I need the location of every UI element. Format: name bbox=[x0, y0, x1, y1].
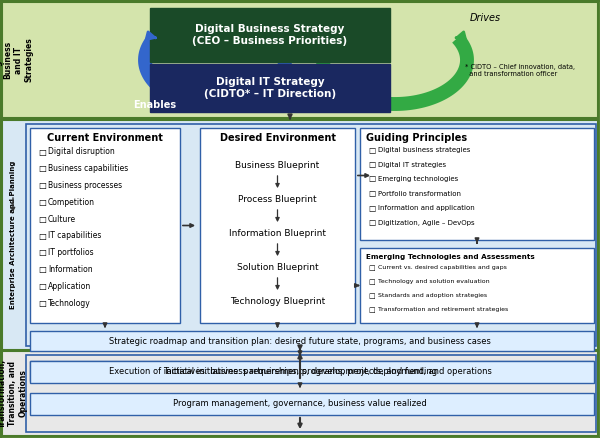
Bar bbox=[30, 361, 594, 381]
Text: Desired Environment: Desired Environment bbox=[220, 133, 335, 143]
Text: □: □ bbox=[38, 248, 46, 257]
Bar bbox=[2, 351, 598, 436]
Text: Standards and adoption strategies: Standards and adoption strategies bbox=[378, 293, 487, 299]
Bar bbox=[150, 8, 390, 62]
Text: Information: Information bbox=[48, 265, 92, 274]
Text: Enables: Enables bbox=[133, 100, 176, 110]
Text: Solution Blueprint: Solution Blueprint bbox=[236, 262, 319, 272]
Bar bbox=[30, 331, 594, 351]
Text: Culture: Culture bbox=[48, 215, 76, 224]
Text: □: □ bbox=[368, 204, 375, 212]
Text: Guiding Principles: Guiding Principles bbox=[366, 133, 467, 143]
Text: Portfolio transformation: Portfolio transformation bbox=[378, 191, 461, 197]
Text: □: □ bbox=[38, 148, 46, 156]
Text: □: □ bbox=[38, 265, 46, 274]
Text: Application: Application bbox=[48, 282, 91, 291]
Text: □: □ bbox=[368, 307, 374, 313]
Text: Transformation and retirement strategies: Transformation and retirement strategies bbox=[378, 307, 508, 312]
Text: Current vs. desired capabilities and gaps: Current vs. desired capabilities and gap… bbox=[378, 265, 507, 271]
Text: □: □ bbox=[38, 215, 46, 224]
Text: Digital
Business
and IT
Strategies: Digital Business and IT Strategies bbox=[0, 38, 33, 82]
Text: Digital business strategies: Digital business strategies bbox=[378, 147, 470, 153]
Bar bbox=[30, 393, 594, 415]
Text: Current Environment: Current Environment bbox=[47, 133, 163, 143]
Text: Drives: Drives bbox=[470, 13, 501, 23]
Text: Technology: Technology bbox=[48, 299, 91, 308]
Text: Digital Business Strategy
(CEO – Business Priorities): Digital Business Strategy (CEO – Busines… bbox=[193, 24, 347, 46]
Text: IT portfolios: IT portfolios bbox=[48, 248, 94, 257]
Text: Business Blueprint: Business Blueprint bbox=[235, 160, 320, 170]
Text: □: □ bbox=[38, 198, 46, 207]
Bar bbox=[360, 248, 594, 323]
Text: Digitization, Agile – DevOps: Digitization, Agile – DevOps bbox=[378, 219, 475, 226]
Text: Digital disruption: Digital disruption bbox=[48, 148, 115, 156]
Text: □: □ bbox=[38, 282, 46, 291]
Text: □: □ bbox=[368, 174, 375, 184]
Text: Digital IT strategies: Digital IT strategies bbox=[378, 162, 446, 167]
Text: □: □ bbox=[368, 218, 375, 227]
Bar bbox=[2, 2, 598, 118]
Text: Business capabilities: Business capabilities bbox=[48, 164, 128, 173]
Text: Tactical initiatives: partnerships, programs, projects, and funding: Tactical initiatives: partnerships, prog… bbox=[163, 367, 437, 375]
Text: Program management, governance, business value realized: Program management, governance, business… bbox=[173, 399, 427, 409]
Text: □: □ bbox=[38, 164, 46, 173]
Text: □: □ bbox=[368, 279, 374, 285]
Bar bbox=[26, 355, 596, 432]
Text: □: □ bbox=[38, 232, 46, 240]
Text: Enterprise Architecture and Planning: Enterprise Architecture and Planning bbox=[10, 161, 16, 309]
Bar bbox=[200, 128, 355, 323]
Bar bbox=[2, 120, 598, 350]
Bar bbox=[30, 361, 594, 383]
Text: Transformation,
Transition, and
Operations: Transformation, Transition, and Operatio… bbox=[0, 359, 28, 428]
Bar bbox=[150, 64, 390, 112]
Bar bbox=[360, 128, 594, 240]
Text: □: □ bbox=[368, 293, 374, 299]
Text: Strategic roadmap and transition plan: desired future state, programs, and busin: Strategic roadmap and transition plan: d… bbox=[109, 336, 491, 346]
Text: Competition: Competition bbox=[48, 198, 95, 207]
Text: IT capabilities: IT capabilities bbox=[48, 232, 101, 240]
Bar bbox=[30, 128, 180, 323]
Text: * CIDTO – Chief innovation, data,
  and transformation officer: * CIDTO – Chief innovation, data, and tr… bbox=[465, 64, 575, 77]
Text: □: □ bbox=[368, 160, 375, 169]
Text: Business processes: Business processes bbox=[48, 181, 122, 190]
Text: Technology and solution evaluation: Technology and solution evaluation bbox=[378, 279, 490, 285]
Bar bbox=[26, 124, 596, 346]
Text: Emerging technologies: Emerging technologies bbox=[378, 176, 458, 182]
Text: Information Blueprint: Information Blueprint bbox=[229, 229, 326, 237]
Text: Execution of initiatives: business requirements, development, deployment, and op: Execution of initiatives: business requi… bbox=[109, 367, 491, 377]
Text: □: □ bbox=[368, 189, 375, 198]
Text: Process Blueprint: Process Blueprint bbox=[238, 194, 317, 204]
Text: Emerging Technologies and Assessments: Emerging Technologies and Assessments bbox=[366, 254, 535, 260]
Text: □: □ bbox=[368, 145, 375, 155]
Text: □: □ bbox=[38, 181, 46, 190]
Text: Information and application: Information and application bbox=[378, 205, 475, 211]
Text: Digital IT Strategy
(CIDTO* – IT Direction): Digital IT Strategy (CIDTO* – IT Directi… bbox=[204, 77, 336, 99]
Text: □: □ bbox=[368, 265, 374, 271]
Text: Technology Blueprint: Technology Blueprint bbox=[230, 297, 325, 305]
Text: □: □ bbox=[38, 299, 46, 308]
